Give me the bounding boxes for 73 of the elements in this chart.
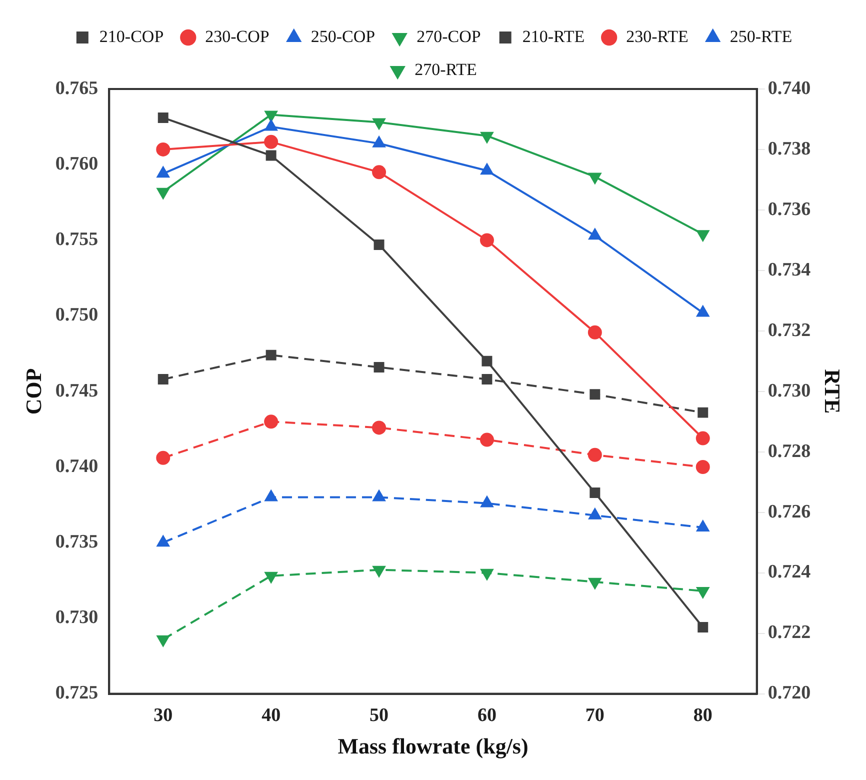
point: [156, 142, 170, 156]
point: [698, 622, 708, 633]
point: [480, 233, 494, 248]
y2-tick-label: 0.730: [768, 380, 811, 402]
point: [588, 578, 602, 589]
point: [266, 150, 276, 161]
point: [374, 239, 384, 250]
y-tick-label: 0.755: [55, 229, 98, 250]
x-tick-label: 70: [585, 705, 604, 726]
y-tick-label: 0.750: [55, 304, 98, 326]
point: [588, 448, 602, 462]
point: [698, 407, 708, 418]
point: [590, 487, 600, 498]
y2-tick-label: 0.728: [768, 440, 811, 462]
point: [696, 586, 710, 598]
point: [482, 356, 492, 366]
point: [480, 568, 494, 580]
point: [266, 350, 276, 360]
x-tick-label: 30: [154, 705, 173, 726]
y-tick-label: 0.740: [55, 456, 98, 477]
x-tick-label: 50: [370, 705, 389, 726]
y2-tick-label: 0.724: [768, 562, 812, 583]
point: [480, 164, 494, 175]
legend-label: 230-RTE: [626, 26, 688, 46]
point: [158, 112, 168, 123]
point: [372, 566, 386, 577]
legend-label: 210-RTE: [522, 26, 585, 46]
point: [696, 460, 710, 474]
point: [156, 635, 170, 646]
legend-label: 270-COP: [416, 26, 481, 46]
y2-tick-label: 0.722: [768, 622, 811, 644]
y-tick-label: 0.735: [55, 532, 98, 553]
y2-tick-label: 0.740: [768, 78, 811, 99]
point: [264, 572, 278, 583]
legend-label: 210-COP: [99, 26, 164, 46]
point: [158, 374, 168, 385]
point: [264, 414, 278, 429]
y2-tick-label: 0.736: [768, 198, 811, 220]
legend-label: 230-COP: [205, 26, 270, 46]
point: [372, 136, 386, 148]
y2-tick-label: 0.738: [768, 138, 811, 160]
y2-axis-title: RTE: [820, 369, 846, 414]
point: [696, 431, 710, 446]
point: [374, 362, 384, 372]
point: [482, 374, 492, 385]
legend-label: 250-COP: [310, 26, 376, 46]
y2-tick-label: 0.732: [768, 320, 811, 341]
y-axis-title: COP: [20, 368, 46, 415]
y-tick-label: 0.730: [55, 607, 98, 628]
y-tick-label: 0.725: [55, 682, 98, 704]
y-tick-label: 0.760: [55, 154, 98, 175]
point: [264, 134, 278, 149]
x-tick-label: 40: [262, 705, 281, 726]
x-tick-label: 60: [477, 705, 496, 726]
point: [480, 432, 494, 447]
y2-tick-label: 0.734: [768, 259, 812, 280]
point: [372, 420, 386, 435]
x-tick-label: 80: [693, 705, 712, 726]
point: [264, 120, 278, 131]
legend-label: 250-RTE: [730, 26, 792, 46]
y2-tick-label: 0.720: [768, 682, 811, 704]
point: [696, 306, 710, 317]
y-tick-label: 0.765: [55, 78, 98, 99]
y-tick-label: 0.745: [55, 380, 98, 402]
point: [372, 165, 386, 180]
point: [156, 166, 170, 178]
y2-tick-label: 0.726: [768, 501, 811, 522]
x-axis-title: Mass flowrate (kg/s): [338, 733, 528, 758]
legend-label: 270-RTE: [414, 60, 477, 79]
point: [588, 325, 602, 340]
point: [590, 389, 600, 400]
point: [156, 450, 170, 465]
point: [588, 228, 602, 240]
